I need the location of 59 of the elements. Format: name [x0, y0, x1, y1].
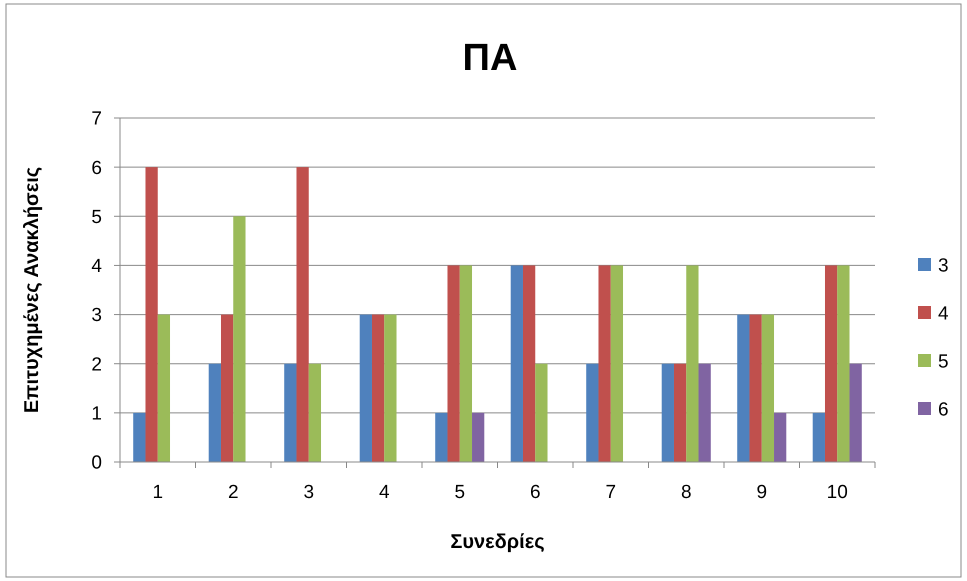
- y-tick-label: 5: [91, 206, 102, 228]
- bar: [435, 412, 448, 462]
- x-tick-label: 9: [756, 482, 768, 503]
- bar: [837, 265, 850, 462]
- x-tick-label: 6: [530, 482, 541, 503]
- y-tick-label: 0: [91, 452, 102, 474]
- bar: [662, 364, 674, 462]
- bar: [749, 314, 762, 462]
- y-tick-label: 4: [91, 256, 102, 278]
- bar: [308, 364, 322, 462]
- bar: [145, 167, 158, 462]
- bar: [510, 265, 523, 462]
- bar: [447, 265, 460, 462]
- legend-label: 6: [938, 400, 949, 421]
- bar: [824, 265, 838, 462]
- bar: [762, 314, 774, 462]
- bar: [158, 314, 170, 462]
- bar: [472, 412, 484, 462]
- bar: [522, 265, 536, 462]
- x-tick-label: 3: [303, 482, 314, 503]
- legend-label: 3: [938, 256, 949, 277]
- y-tick-label: 6: [91, 158, 102, 179]
- bar: [674, 364, 686, 462]
- bar: [598, 265, 611, 462]
- bar: [686, 265, 699, 462]
- x-tick-label: 4: [378, 482, 390, 503]
- y-tick-label: 7: [91, 108, 102, 130]
- bar: [384, 314, 397, 462]
- y-axis-title: Επιτυχημένες Ανακλήσεις: [21, 166, 43, 414]
- legend-label: 4: [938, 304, 949, 325]
- bar: [535, 364, 548, 462]
- x-tick-label: 8: [680, 482, 692, 503]
- bar: [737, 314, 750, 462]
- x-axis-title: Συνεδρίες: [450, 531, 545, 553]
- bar: [208, 364, 221, 462]
- x-tick-label: 2: [228, 482, 239, 503]
- bar: [812, 412, 825, 462]
- bar: [220, 314, 234, 462]
- bar: [296, 167, 309, 462]
- bar: [233, 216, 246, 462]
- chart-title: ΠΑ: [462, 37, 518, 79]
- bar: [850, 364, 862, 462]
- bar: [372, 314, 384, 462]
- bar: [586, 364, 598, 462]
- bar: [774, 412, 786, 462]
- x-tick-label: 10: [826, 482, 848, 503]
- bar: [284, 364, 296, 462]
- bar: [460, 265, 472, 462]
- bar: [698, 364, 711, 462]
- x-tick-label: 7: [605, 482, 616, 503]
- y-tick-label: 1: [91, 404, 102, 425]
- legend-label: 5: [938, 352, 949, 373]
- bar: [133, 412, 146, 462]
- bar: [610, 265, 624, 462]
- y-tick-label: 3: [91, 305, 102, 326]
- y-tick-label: 2: [91, 354, 102, 376]
- x-tick-label: 5: [454, 482, 466, 503]
- x-tick-label: 1: [152, 482, 164, 503]
- bar: [360, 314, 372, 462]
